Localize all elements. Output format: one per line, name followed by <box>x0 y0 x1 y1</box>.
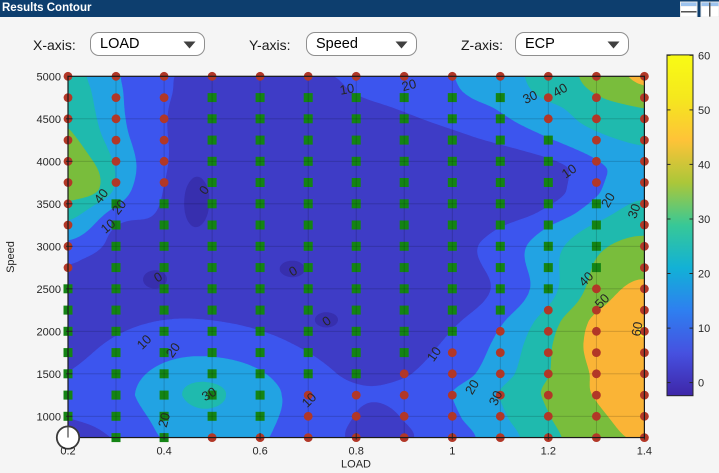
svg-text:5000: 5000 <box>37 71 61 83</box>
svg-text:10: 10 <box>299 390 320 411</box>
svg-text:30: 30 <box>520 87 539 107</box>
svg-text:10: 10 <box>134 332 155 353</box>
svg-text:0.6: 0.6 <box>252 446 267 458</box>
svg-text:1: 1 <box>449 446 455 458</box>
svg-text:0.8: 0.8 <box>349 446 364 458</box>
svg-text:30: 30 <box>698 214 710 226</box>
svg-text:50: 50 <box>592 291 613 312</box>
svg-text:60: 60 <box>698 50 710 62</box>
svg-text:10: 10 <box>339 80 356 97</box>
svg-text:3000: 3000 <box>37 241 61 253</box>
svg-text:4000: 4000 <box>37 156 61 168</box>
svg-text:0: 0 <box>151 269 165 286</box>
svg-text:50: 50 <box>698 105 710 117</box>
svg-text:1500: 1500 <box>37 369 61 381</box>
svg-text:0: 0 <box>319 313 334 329</box>
svg-text:30: 30 <box>199 384 219 404</box>
svg-text:0: 0 <box>196 183 212 198</box>
svg-text:10: 10 <box>98 216 119 237</box>
svg-text:LOAD: LOAD <box>341 459 371 471</box>
svg-text:20: 20 <box>155 411 173 429</box>
svg-text:2000: 2000 <box>37 326 61 338</box>
svg-text:0: 0 <box>286 263 300 280</box>
svg-text:40: 40 <box>91 186 112 207</box>
svg-text:1.2: 1.2 <box>541 446 556 458</box>
svg-text:1000: 1000 <box>37 411 61 423</box>
svg-text:0.2: 0.2 <box>60 446 75 458</box>
svg-text:20: 20 <box>163 340 184 360</box>
svg-text:20: 20 <box>598 190 618 210</box>
svg-text:20: 20 <box>462 377 482 397</box>
svg-text:1.4: 1.4 <box>637 446 652 458</box>
svg-text:0: 0 <box>698 378 704 390</box>
svg-text:4500: 4500 <box>37 114 61 126</box>
svg-text:40: 40 <box>698 159 710 171</box>
svg-text:10: 10 <box>698 323 710 335</box>
svg-text:10: 10 <box>559 161 579 182</box>
svg-text:3500: 3500 <box>37 199 61 211</box>
svg-text:40: 40 <box>576 269 597 290</box>
svg-text:0.4: 0.4 <box>156 446 171 458</box>
svg-text:30: 30 <box>486 388 506 407</box>
svg-text:Speed: Speed <box>5 241 17 273</box>
svg-text:30: 30 <box>624 202 643 221</box>
svg-text:20: 20 <box>400 76 418 94</box>
svg-text:20: 20 <box>698 269 710 281</box>
svg-text:2500: 2500 <box>37 284 61 296</box>
svg-text:60: 60 <box>628 321 645 338</box>
svg-text:20: 20 <box>109 197 130 218</box>
svg-text:10: 10 <box>424 344 445 364</box>
svg-text:40: 40 <box>550 80 570 100</box>
